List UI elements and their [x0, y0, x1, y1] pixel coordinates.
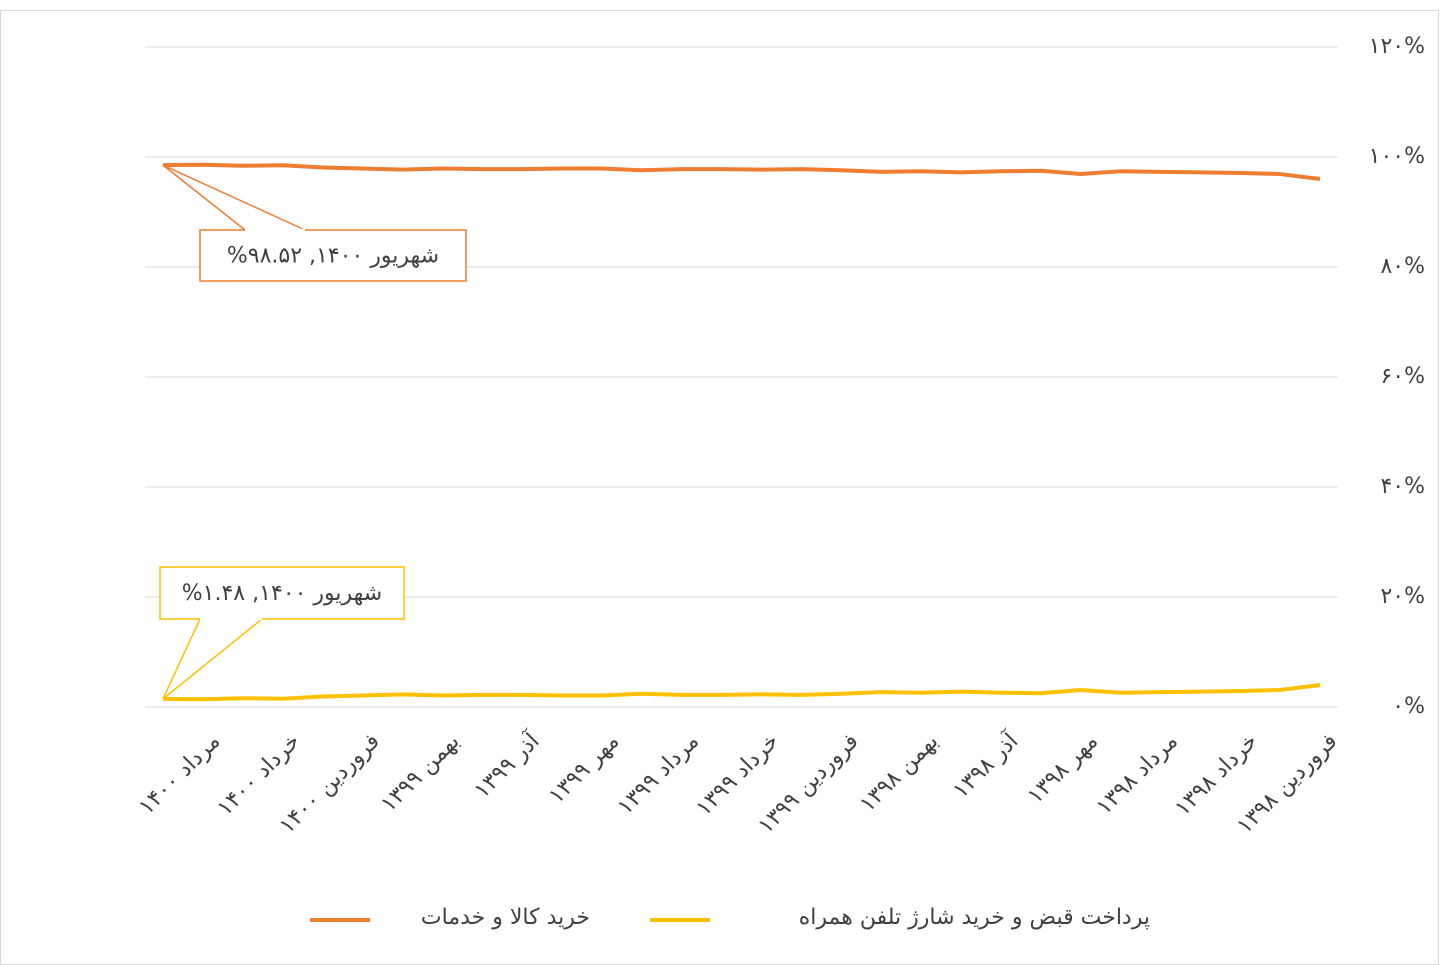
annotation-box	[199, 229, 467, 282]
x-tick-label: آذر ۱۳۹۹	[468, 727, 545, 804]
x-tick-label: مرداد ۱۴۰۰	[134, 729, 225, 820]
x-tick-label: مهر ۱۳۹۹	[544, 729, 624, 809]
x-tick-label: مرداد ۱۳۹۹	[613, 729, 704, 820]
legend-label: خرید کالا و خدمات	[421, 905, 590, 930]
annotation-label: شهریور ۱۴۰۰, ۱.۴۸%	[182, 581, 382, 606]
y-tick-label: ۴۰%	[1380, 474, 1425, 499]
x-tick-label: مهر ۱۳۹۸	[1023, 729, 1103, 809]
annotation-callout	[162, 164, 306, 231]
y-tick-label: ۸۰%	[1380, 254, 1425, 279]
annotation-box	[159, 566, 405, 620]
annotation-callout	[162, 618, 263, 700]
legend-label: پرداخت قبض و خرید شارژ تلفن همراه	[799, 905, 1150, 930]
series-line	[162, 683, 1321, 702]
annotation-label: شهریور ۱۴۰۰, ۹۸.۵۲%	[227, 244, 439, 269]
y-tick-label: ۱۰۰%	[1369, 144, 1425, 169]
y-tick-label: ۰%	[1392, 694, 1425, 719]
x-tick-label: بهمن ۱۳۹۹	[376, 729, 464, 817]
x-tick-label: مرداد ۱۳۹۸	[1092, 729, 1183, 820]
x-tick-label: بهمن ۱۳۹۸	[855, 729, 943, 817]
y-tick-label: ۲۰%	[1380, 584, 1425, 609]
y-tick-label: ۶۰%	[1380, 364, 1425, 389]
x-tick-label: آذر ۱۳۹۸	[947, 727, 1024, 804]
series-line	[162, 162, 1321, 181]
y-tick-label: ۱۲۰%	[1369, 34, 1425, 59]
